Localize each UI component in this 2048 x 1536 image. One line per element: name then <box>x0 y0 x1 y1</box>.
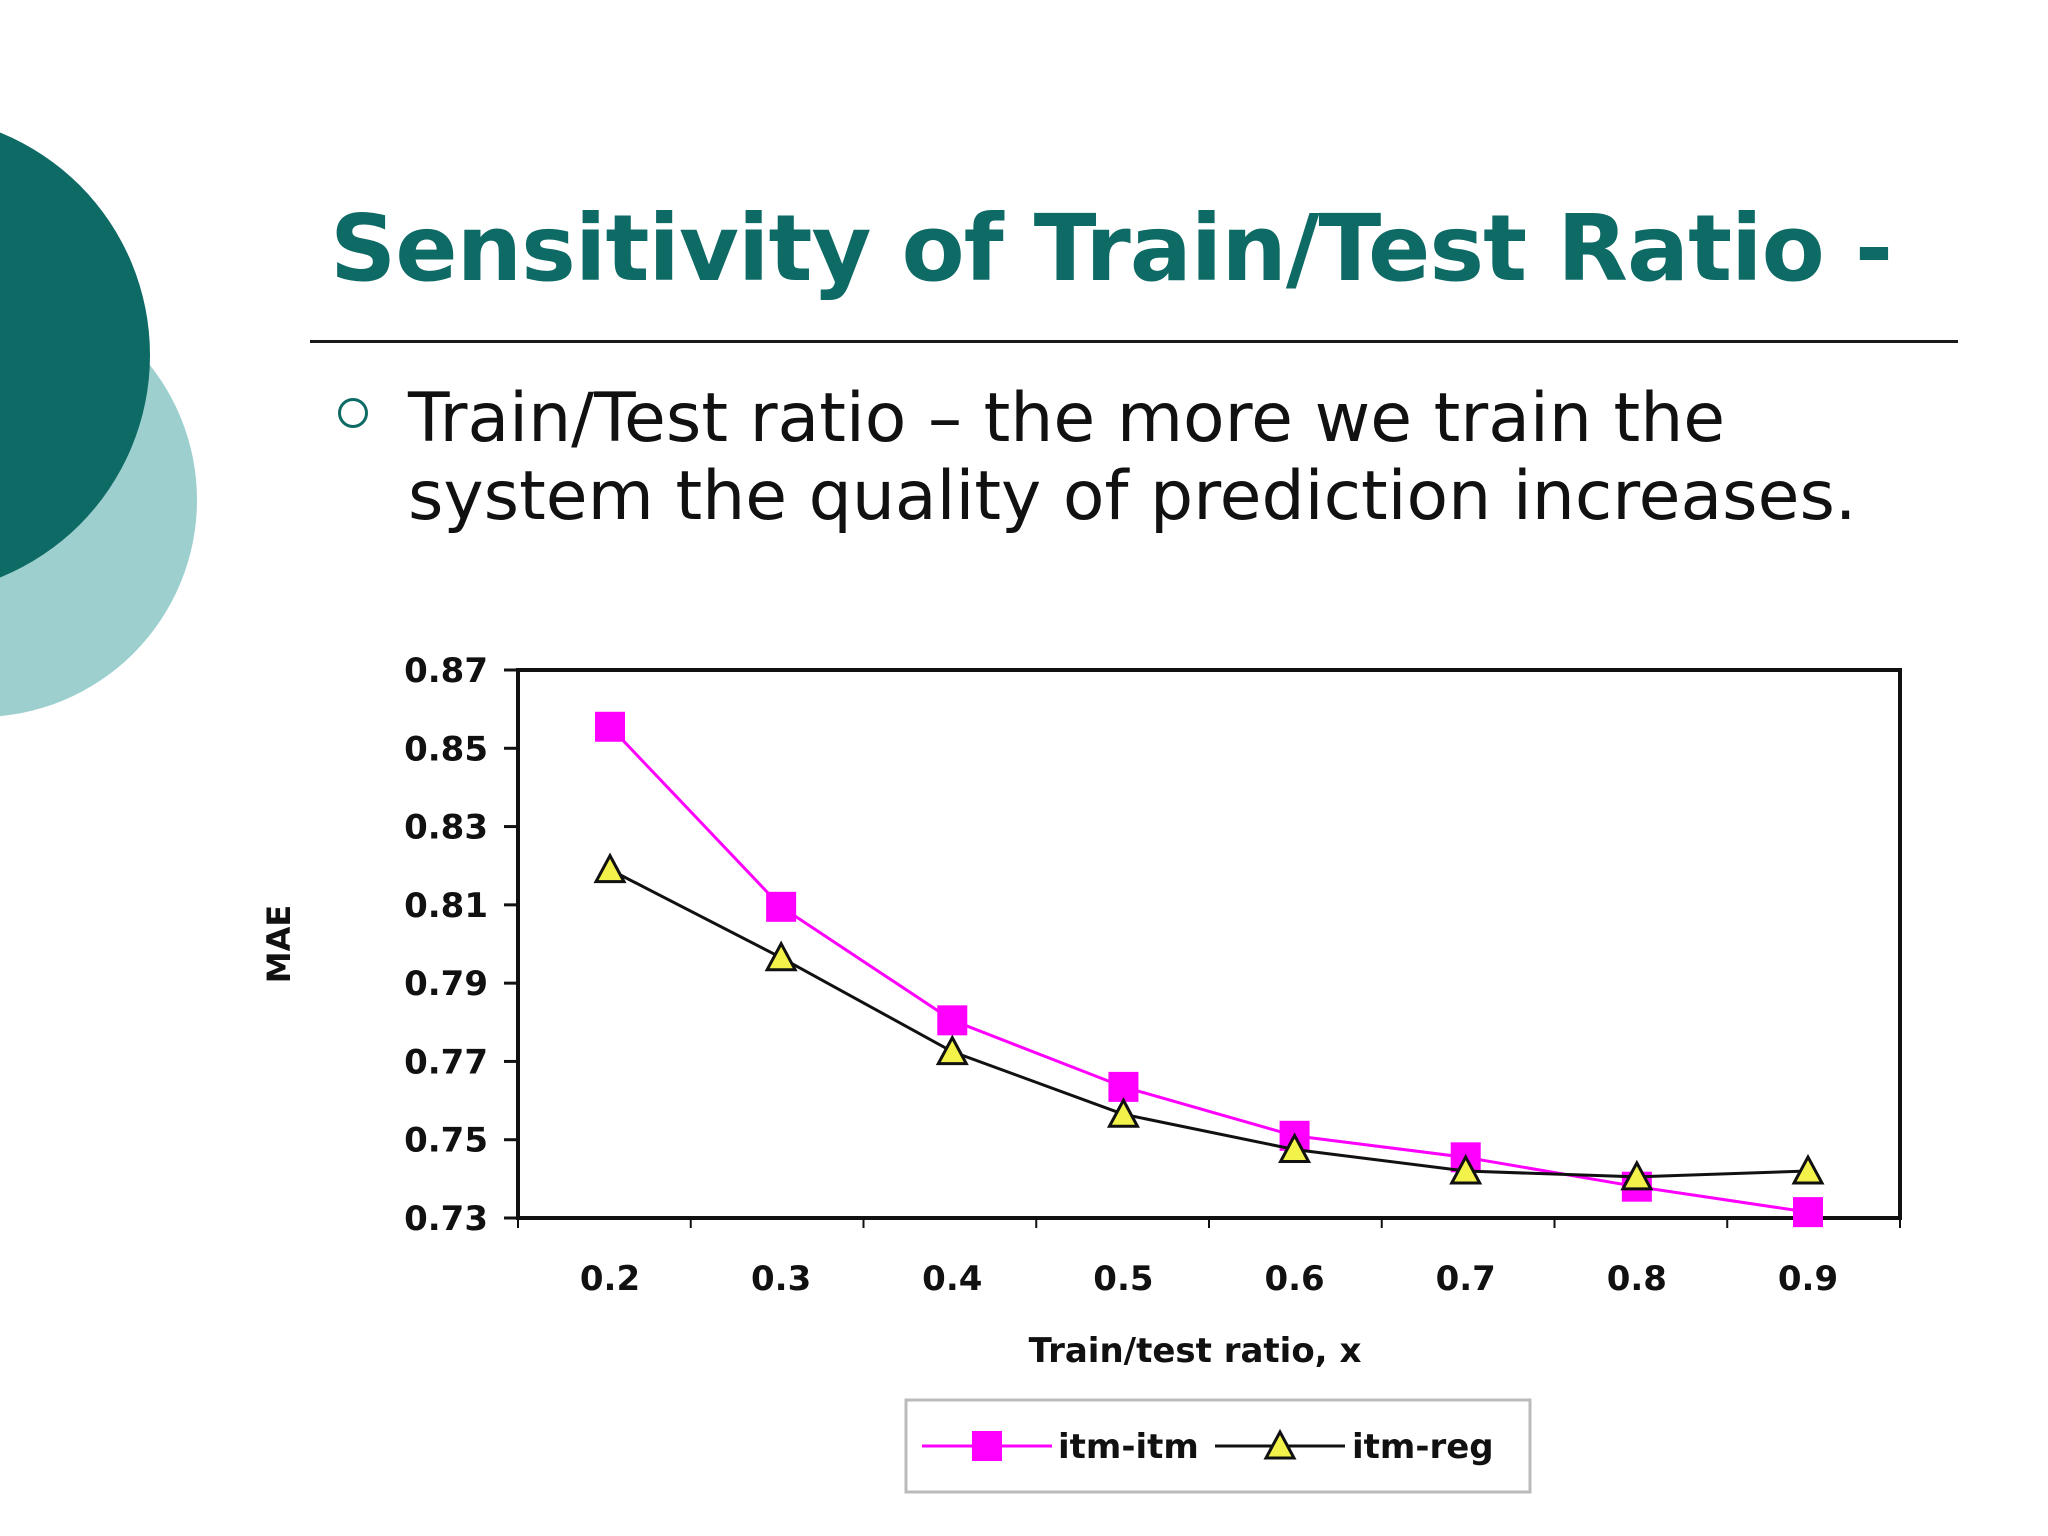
data-point-itm-reg <box>1791 1153 1825 1185</box>
x-tick-label: 0.6 <box>1264 1259 1324 1299</box>
title-divider <box>310 340 1958 343</box>
legend-marker-itm-reg <box>1263 1428 1297 1460</box>
x-tick-label: 0.5 <box>1093 1259 1153 1299</box>
series-line-itm-itm <box>608 725 1809 1214</box>
data-point-itm-itm <box>1108 1071 1139 1102</box>
legend-marker-itm-itm <box>972 1431 1002 1461</box>
x-tick-label: 0.4 <box>922 1259 982 1299</box>
legend-label-itm-itm: itm-itm <box>1058 1427 1199 1467</box>
data-point-itm-itm <box>937 1005 968 1036</box>
y-tick-label: 0.77 <box>404 1042 488 1082</box>
data-point-itm-reg <box>1106 1097 1140 1128</box>
data-point-itm-itm <box>1793 1197 1823 1228</box>
data-point-itm-itm <box>595 711 625 742</box>
y-tick-label: 0.85 <box>404 729 488 769</box>
legend-label-itm-reg: itm-reg <box>1352 1427 1494 1467</box>
data-point-itm-reg <box>593 852 627 884</box>
y-tick-label: 0.75 <box>404 1121 488 1161</box>
plot-frame <box>516 668 1902 1220</box>
mae-line-chart: 0.73 0.75 0.77 0.79 0.81 0.83 0.85 0.87 0.2 0.3 0.… <box>260 651 1902 1494</box>
dark-teal-circle <box>0 132 150 578</box>
y-tick-label: 0.81 <box>404 886 488 926</box>
legend: itm-itm itm-reg <box>904 1398 1532 1494</box>
data-point-itm-reg <box>1620 1159 1654 1191</box>
x-tick-label: 0.3 <box>751 1259 811 1299</box>
data-point-itm-itm <box>766 891 797 922</box>
bullet-text: Train/Test ratio – the more we train the… <box>408 379 1857 536</box>
x-tick-label: 0.8 <box>1607 1259 1667 1299</box>
data-point-itm-reg <box>764 940 798 972</box>
series-line-itm-reg <box>609 868 1809 1179</box>
x-tick-label: 0.2 <box>580 1259 640 1299</box>
decorative-circles <box>0 132 197 717</box>
y-tick-label: 0.87 <box>404 651 488 691</box>
x-tick-label: 0.9 <box>1778 1259 1838 1299</box>
data-point-itm-reg <box>1278 1132 1312 1163</box>
data-point-itm-reg <box>935 1034 969 1066</box>
y-tick-label: 0.79 <box>404 964 488 1004</box>
x-axis-label: Train/test ratio, x <box>1029 1331 1362 1371</box>
hollow-circle-bullet-icon <box>338 398 368 428</box>
y-tick-label: 0.83 <box>404 808 488 848</box>
data-point-itm-reg <box>1449 1153 1483 1185</box>
slide-title: Sensitivity of Train/Test Ratio - <box>330 195 1893 302</box>
x-tick-label: 0.7 <box>1436 1259 1496 1299</box>
y-axis-label: MAE <box>260 905 298 983</box>
y-tick-label: 0.73 <box>404 1199 488 1239</box>
